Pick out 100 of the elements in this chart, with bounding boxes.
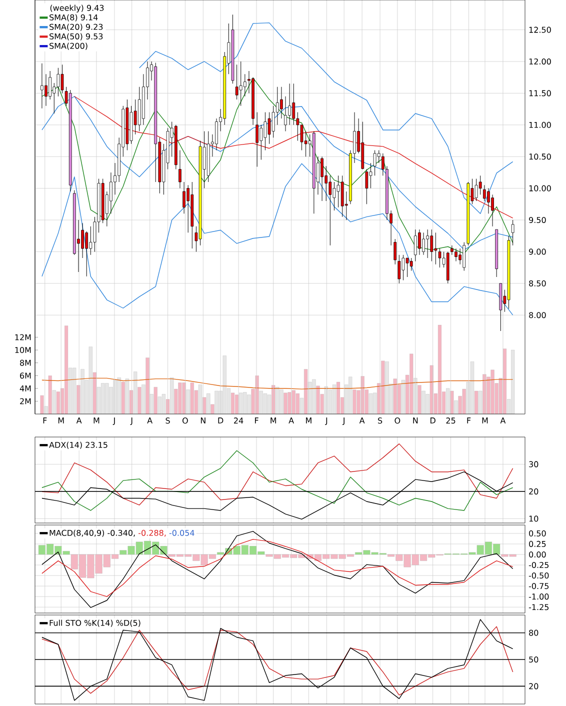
candlestick xyxy=(320,156,324,202)
x-tick-label: A xyxy=(147,418,152,424)
bar xyxy=(56,392,60,414)
y-tick-label: 8.50 xyxy=(529,280,546,286)
line-series xyxy=(139,22,514,214)
candlestick xyxy=(182,182,186,214)
x-tick-label: M xyxy=(482,418,488,424)
candlestick xyxy=(438,248,442,268)
y2-tick-label: 6M xyxy=(20,372,31,379)
candlestick xyxy=(284,96,287,132)
x-tick-label: S xyxy=(378,418,382,424)
candlestick xyxy=(394,238,397,265)
candlestick xyxy=(235,64,238,100)
y2-tick-label: 10M xyxy=(15,346,31,354)
x-tick-label: N xyxy=(413,418,418,424)
y-tick-label: 20 xyxy=(529,488,538,494)
candlestick xyxy=(369,162,372,189)
candlestick xyxy=(365,169,368,204)
bar xyxy=(64,326,68,414)
bar xyxy=(276,387,280,414)
y-tick-label: 11.50 xyxy=(529,90,551,96)
candlestick xyxy=(178,150,182,189)
x-tick-label: D xyxy=(218,418,224,424)
bar xyxy=(490,370,494,414)
x-tick-label: 25 xyxy=(446,418,456,424)
y-tick-label: 9.00 xyxy=(529,248,546,255)
candlestick xyxy=(48,70,52,100)
candlestick xyxy=(430,229,434,262)
bar xyxy=(190,382,194,414)
x-tick-label: M xyxy=(58,418,64,424)
candlestick xyxy=(458,248,462,265)
candlestick xyxy=(56,68,60,97)
y-tick-label: 12.50 xyxy=(529,26,551,33)
x-tick-label: S xyxy=(166,418,170,424)
legend-label: ADX(14) 23.15 xyxy=(49,442,108,449)
candlestick xyxy=(44,74,48,106)
y-tick-label: 30 xyxy=(529,461,538,468)
bar xyxy=(381,360,385,414)
x-tick-label: A xyxy=(288,418,294,424)
candlestick xyxy=(373,150,376,176)
bar xyxy=(348,376,352,414)
x-tick-label: F xyxy=(43,418,47,424)
bar xyxy=(182,382,186,414)
candlestick xyxy=(186,184,190,233)
y-tick-label: -1.00 xyxy=(528,594,549,600)
candlestick xyxy=(292,83,296,126)
candlestick xyxy=(332,182,336,211)
candlestick xyxy=(85,231,88,277)
bar xyxy=(96,387,101,414)
candlestick xyxy=(482,184,486,202)
candlestick xyxy=(268,112,271,144)
x-tick-label: M xyxy=(94,418,100,424)
y-tick-label: -1.25 xyxy=(528,604,549,610)
bar xyxy=(162,394,166,414)
bar xyxy=(511,350,515,414)
candlestick xyxy=(81,222,84,258)
candlestick xyxy=(288,83,291,126)
legend-label: SMA(50) 9.53 xyxy=(50,33,103,40)
bar xyxy=(280,390,284,414)
x-tick-label: F xyxy=(467,418,471,424)
y-tick-label: 10.50 xyxy=(529,154,551,160)
y-tick-label: -0.25 xyxy=(528,562,549,568)
text: -0.288, xyxy=(138,530,166,537)
candlestick xyxy=(414,229,417,262)
candlestick xyxy=(434,232,438,265)
candlestick xyxy=(406,258,409,278)
candlestick xyxy=(239,61,242,106)
candlestick xyxy=(60,64,64,94)
candlestick xyxy=(491,194,494,227)
line-series xyxy=(42,450,514,511)
bar xyxy=(146,358,150,414)
x-tick-label: F xyxy=(255,418,258,424)
legend-label: Full STO %K(14) %D(5) xyxy=(50,620,140,627)
candlestick xyxy=(454,248,458,262)
bar xyxy=(288,392,292,414)
bar xyxy=(154,387,158,414)
bar xyxy=(48,376,52,414)
bar xyxy=(121,382,125,414)
candlestick xyxy=(280,86,283,119)
x-tick-label: A xyxy=(359,418,365,424)
bar xyxy=(40,395,44,414)
x-tick-label: M xyxy=(306,418,312,424)
y-tick-label: -0.50 xyxy=(528,572,549,579)
legend-label: MACD(8,40,9) -0.340, xyxy=(50,530,135,537)
line-series xyxy=(42,538,514,597)
y-tick-label: 10.00 xyxy=(529,185,551,192)
text: (weekly) 9.43 xyxy=(50,4,104,12)
candlestick xyxy=(462,242,466,271)
y-tick-label: 8.00 xyxy=(529,312,546,318)
candlestick xyxy=(40,63,44,109)
y2-tick-label: 12M xyxy=(15,334,31,340)
candlestick xyxy=(410,258,413,271)
x-tick-label: O xyxy=(182,418,188,424)
line-series xyxy=(42,626,514,696)
bar xyxy=(385,361,389,414)
candlestick xyxy=(336,175,340,208)
candlestick xyxy=(264,112,267,151)
x-tick-label: O xyxy=(394,418,400,424)
x-tick-label: D xyxy=(430,418,436,424)
bar xyxy=(470,361,474,414)
